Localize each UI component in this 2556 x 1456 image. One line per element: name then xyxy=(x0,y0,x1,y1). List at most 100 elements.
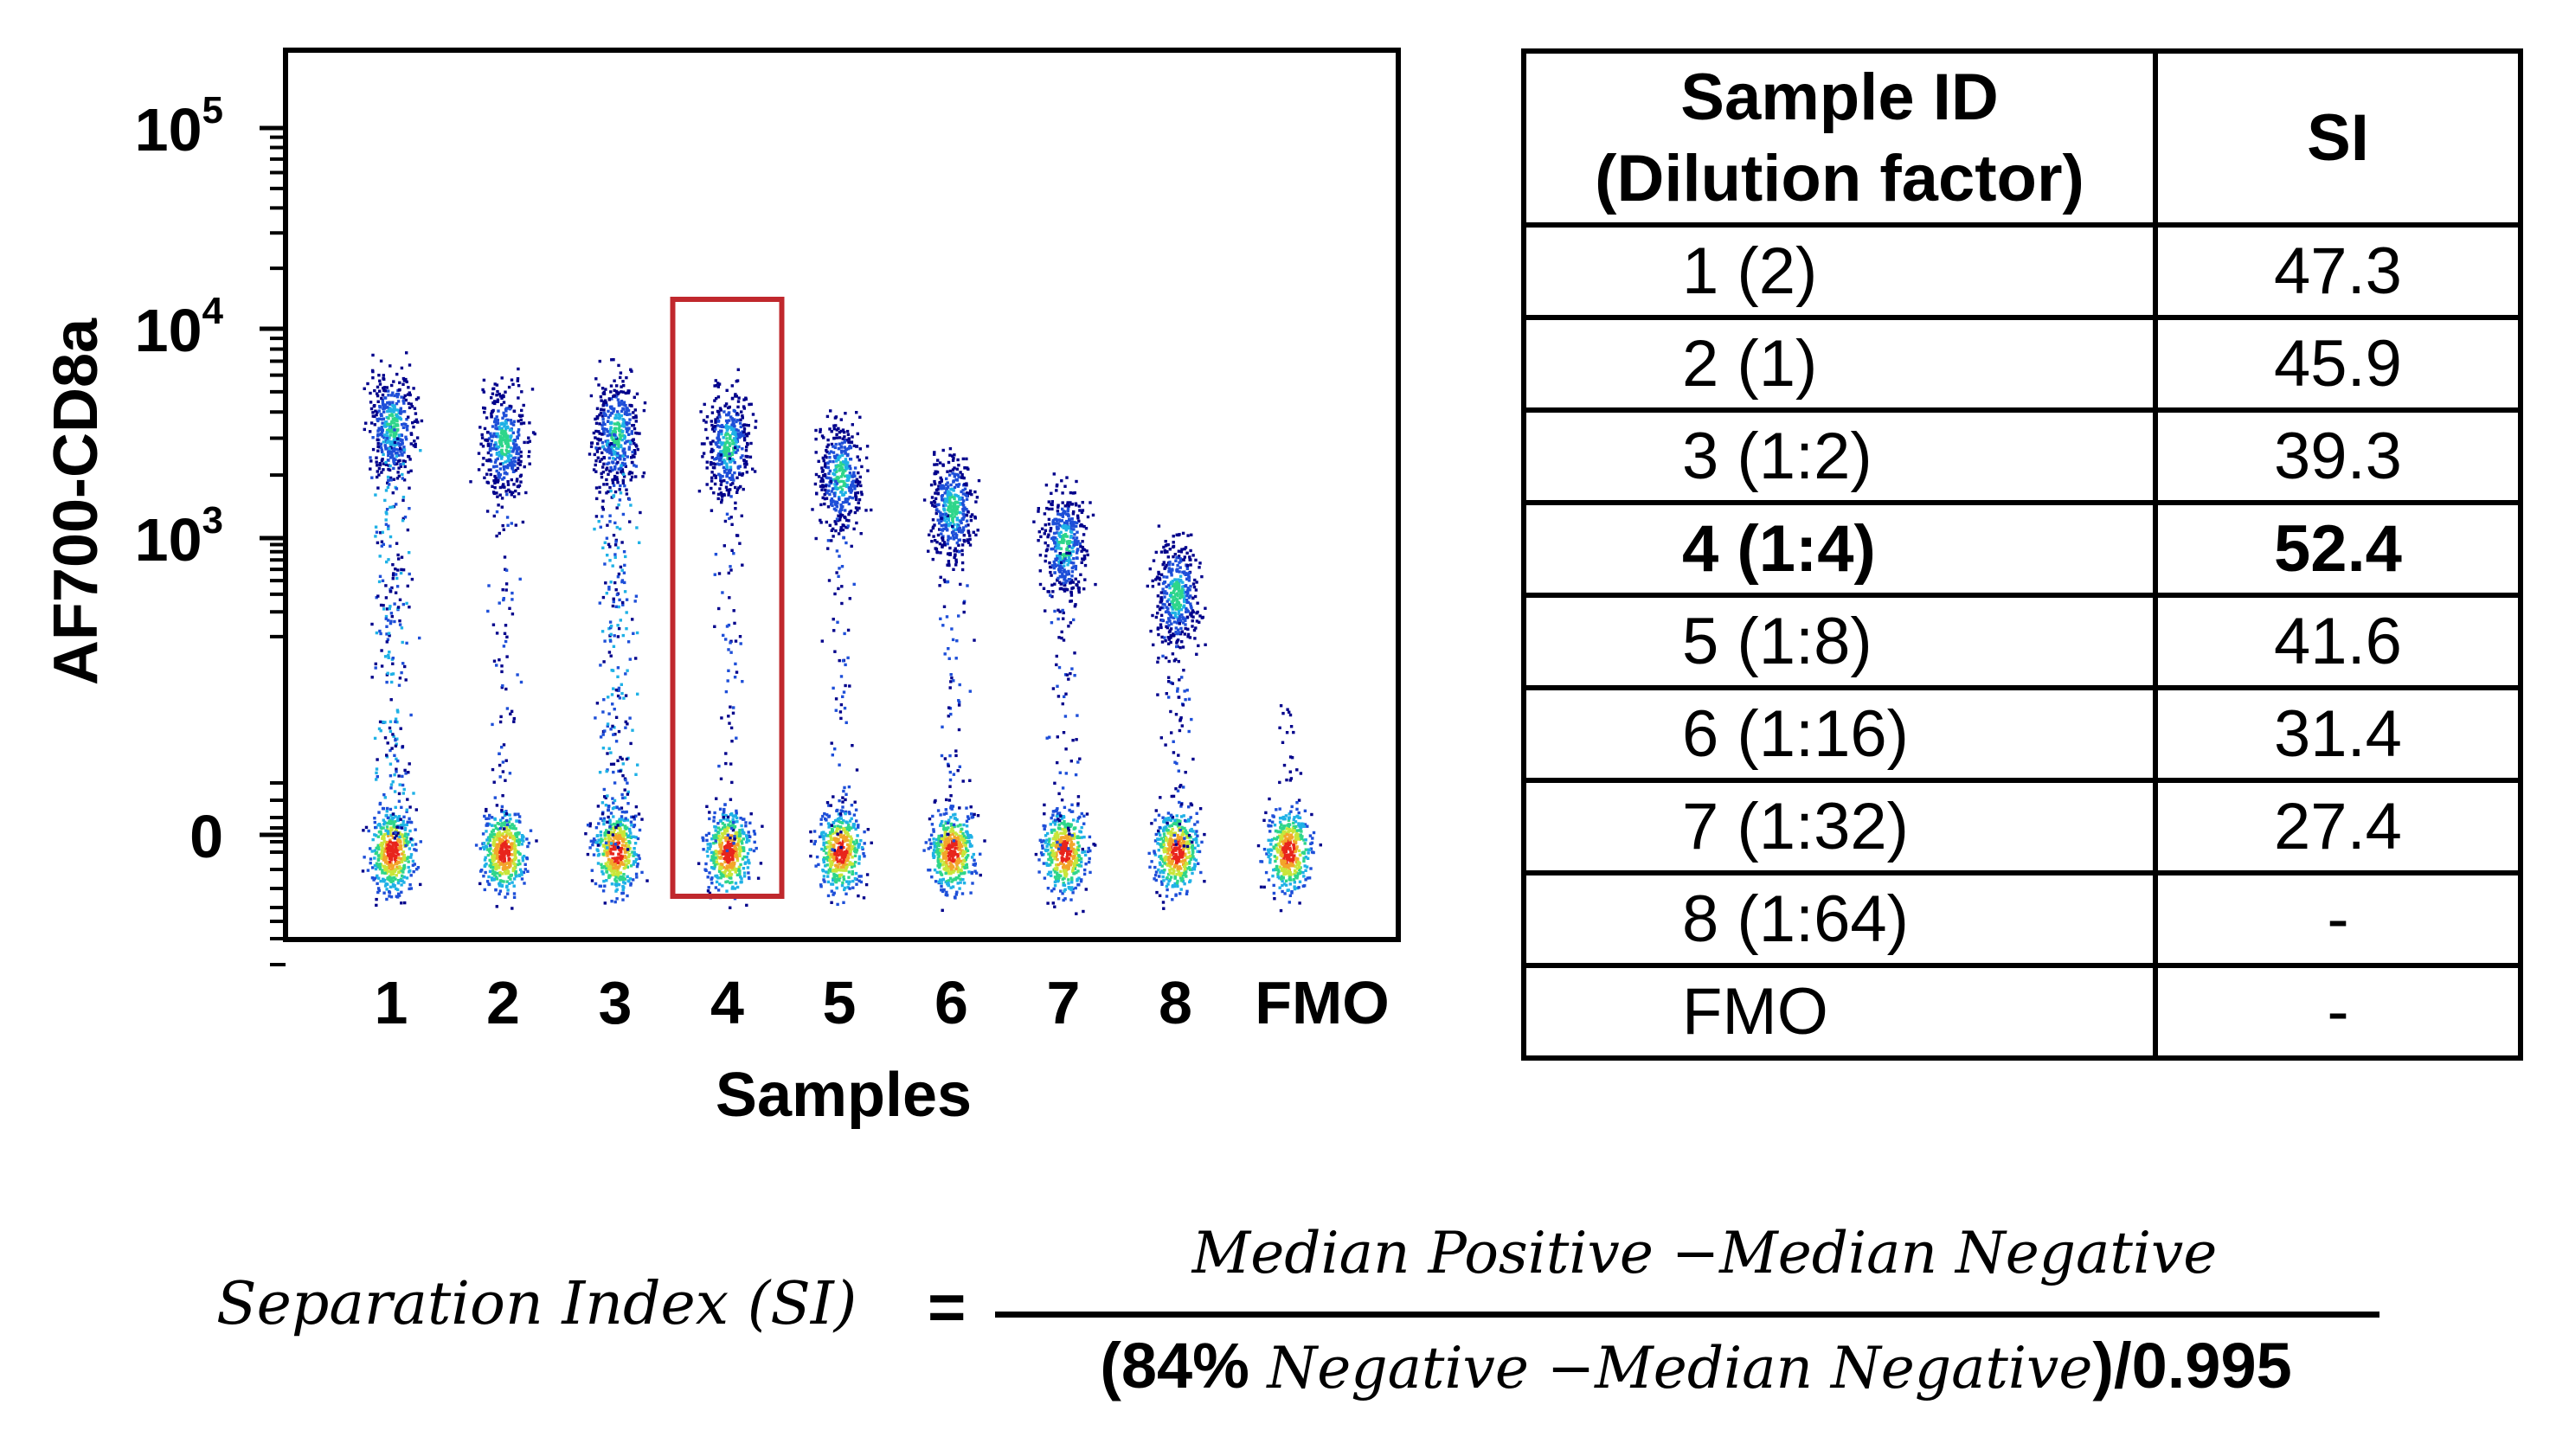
event-dot xyxy=(753,840,756,844)
event-dot xyxy=(395,503,398,506)
event-dot xyxy=(739,418,742,421)
event-dot xyxy=(714,441,717,445)
event-dot xyxy=(392,478,395,481)
event-dot xyxy=(822,474,825,478)
event-dot xyxy=(713,625,716,628)
event-dot xyxy=(393,407,396,412)
event-dot xyxy=(732,437,736,440)
event-dot xyxy=(396,415,400,419)
event-dot xyxy=(403,826,408,831)
event-dot xyxy=(609,465,613,470)
event-dot xyxy=(518,577,522,581)
event-dot xyxy=(628,847,632,850)
event-dot xyxy=(844,458,848,461)
event-dot xyxy=(511,423,516,427)
event-dot xyxy=(371,837,375,842)
event-dot xyxy=(947,839,951,843)
event-dot xyxy=(384,403,388,407)
event-dot xyxy=(616,460,620,465)
event-dot xyxy=(847,828,851,832)
event-dot xyxy=(633,464,636,467)
event-dot xyxy=(853,466,857,470)
event-dot xyxy=(607,808,610,812)
event-dot xyxy=(851,435,854,439)
event-dot xyxy=(927,869,930,872)
event-dot xyxy=(631,835,634,838)
event-dot xyxy=(380,843,384,847)
event-dot xyxy=(630,815,633,819)
event-dot xyxy=(729,837,732,842)
event-dot xyxy=(397,867,401,870)
event-dot xyxy=(511,881,514,884)
event-dot xyxy=(382,462,385,465)
event-dot xyxy=(375,460,378,464)
event-dot xyxy=(632,815,635,818)
event-dot xyxy=(399,409,402,413)
event-dot xyxy=(376,541,380,545)
event-dot xyxy=(825,414,830,419)
event-dot xyxy=(705,850,709,853)
event-dot xyxy=(825,813,829,817)
event-dot xyxy=(486,842,490,845)
event-dot xyxy=(400,626,404,630)
event-dot xyxy=(373,863,377,868)
event-dot xyxy=(837,480,841,484)
event-dot xyxy=(366,382,369,386)
event-dot xyxy=(601,465,605,469)
event-dot xyxy=(395,417,399,420)
event-dot xyxy=(951,885,955,888)
event-dot xyxy=(505,655,509,658)
event-dot xyxy=(739,863,742,867)
event-dot xyxy=(381,428,384,433)
event-dot xyxy=(747,834,751,837)
event-dot xyxy=(832,821,836,824)
event-dot xyxy=(490,816,494,819)
event-dot xyxy=(383,389,387,393)
event-dot xyxy=(492,514,496,518)
event-dot xyxy=(406,840,410,844)
event-dot xyxy=(490,396,493,400)
event-dot xyxy=(936,809,941,812)
event-dot xyxy=(713,824,716,829)
event-dot xyxy=(592,468,596,471)
event-dot xyxy=(832,891,836,895)
event-dot xyxy=(626,802,630,805)
event-dot xyxy=(724,424,729,427)
event-dot xyxy=(734,485,737,490)
event-dot xyxy=(397,774,401,778)
event-dot xyxy=(731,477,735,480)
event-dot xyxy=(615,841,620,845)
event-dot xyxy=(626,427,631,430)
event-dot xyxy=(412,444,415,447)
event-dot xyxy=(526,440,530,445)
event-dot xyxy=(852,527,856,531)
event-dot xyxy=(626,844,631,848)
event-dot xyxy=(384,840,389,844)
event-dot xyxy=(517,859,521,863)
event-dot xyxy=(619,837,622,840)
event-dot xyxy=(722,807,726,811)
event-dot xyxy=(841,800,845,804)
event-dot xyxy=(841,805,845,809)
event-dot xyxy=(845,880,849,883)
event-dot xyxy=(719,456,722,459)
event-dot xyxy=(500,403,504,407)
event-dot xyxy=(740,514,743,517)
event-dot xyxy=(813,482,818,486)
event-dot xyxy=(726,836,729,840)
event-dot xyxy=(393,619,396,624)
event-dot xyxy=(632,835,636,838)
event-dot xyxy=(603,852,607,856)
event-dot xyxy=(605,592,608,595)
event-dot xyxy=(383,425,387,428)
event-dot xyxy=(507,852,511,856)
event-dot xyxy=(713,834,716,837)
event-dot xyxy=(965,847,968,850)
event-dot xyxy=(838,529,843,532)
event-dot xyxy=(640,818,644,821)
event-dot xyxy=(730,548,734,552)
event-dot xyxy=(625,427,628,430)
event-dot xyxy=(406,584,409,588)
event-dot xyxy=(820,488,824,491)
event-dot xyxy=(504,812,509,816)
